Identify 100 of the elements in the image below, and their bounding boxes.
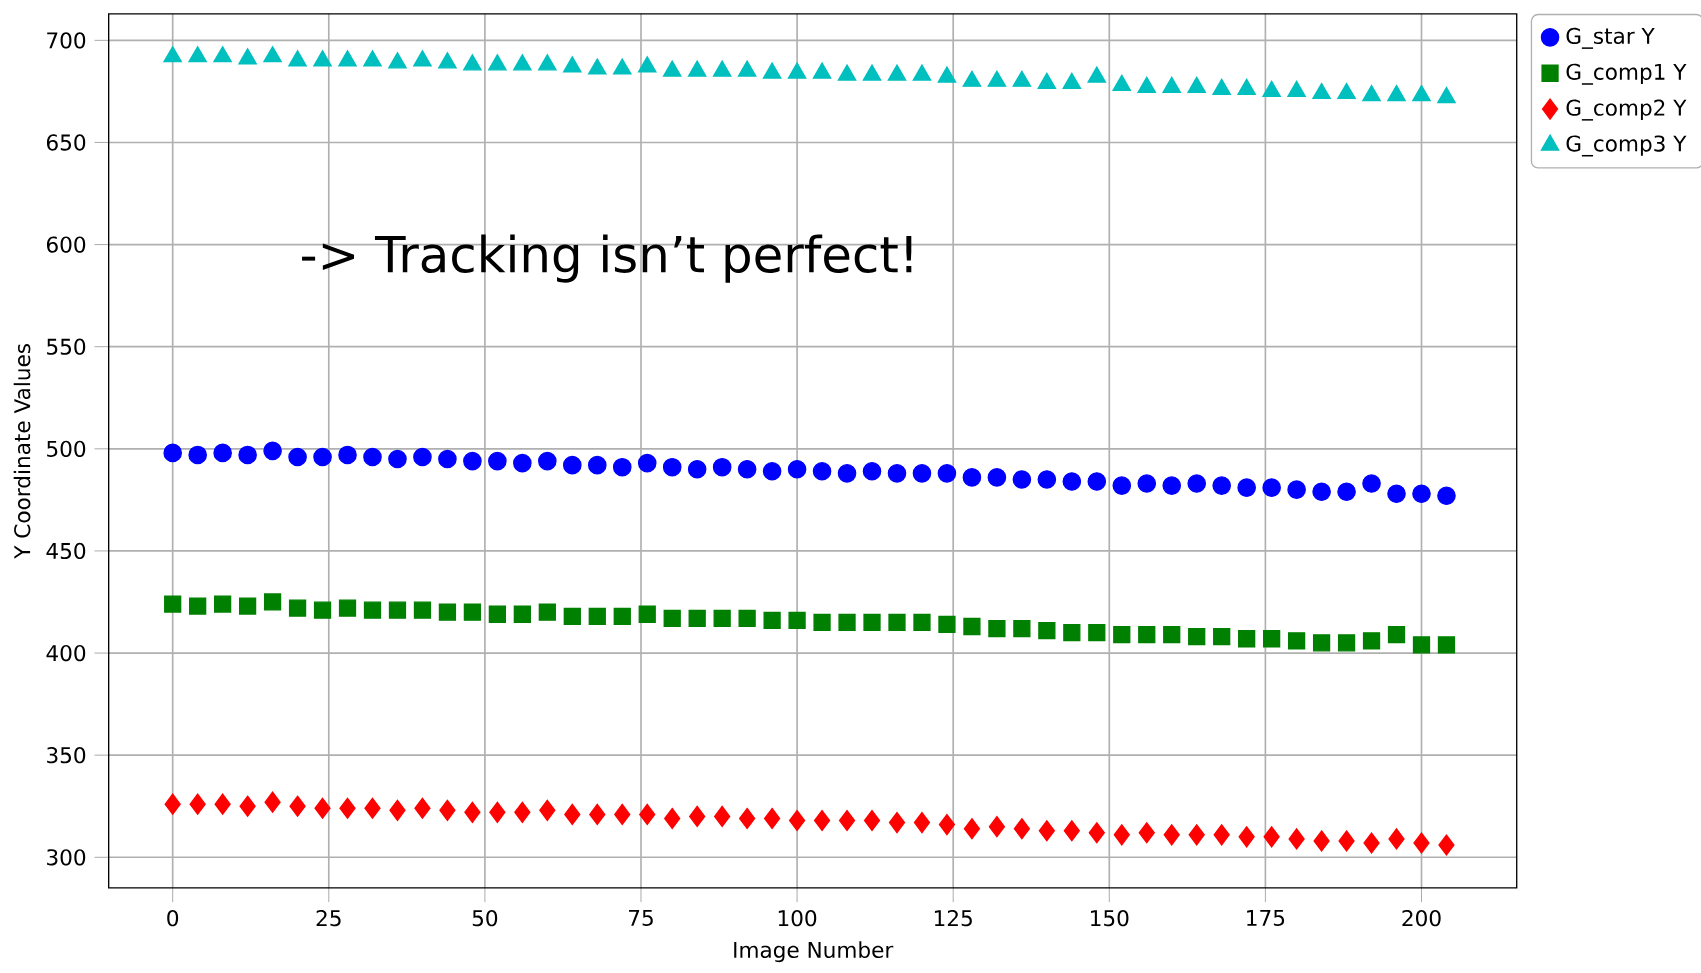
point <box>1113 824 1130 846</box>
point <box>1413 832 1430 854</box>
point <box>713 609 731 627</box>
point <box>888 811 906 834</box>
point <box>1337 634 1356 652</box>
point <box>188 46 207 63</box>
y-tick-label: 400 <box>46 644 86 662</box>
point <box>513 453 532 473</box>
point <box>787 62 807 79</box>
point <box>1138 626 1156 644</box>
point <box>313 447 332 467</box>
point <box>538 603 556 621</box>
point <box>464 801 481 824</box>
legend-label: G_comp3 Y <box>1566 135 1687 157</box>
point <box>1362 632 1381 650</box>
point <box>538 451 557 471</box>
point <box>163 46 182 63</box>
point <box>637 453 657 473</box>
point <box>338 50 357 67</box>
point <box>838 809 856 832</box>
point <box>1438 834 1455 856</box>
point <box>1387 84 1406 102</box>
point <box>1087 472 1107 491</box>
point <box>363 50 382 67</box>
point <box>339 797 356 819</box>
point <box>288 599 307 617</box>
point <box>963 818 981 840</box>
point <box>1262 80 1281 98</box>
point <box>563 56 582 73</box>
legend-label: G_comp2 Y <box>1566 99 1687 121</box>
point <box>1112 476 1132 495</box>
point <box>263 593 282 611</box>
point <box>1187 76 1206 93</box>
point <box>1312 634 1331 652</box>
point <box>1137 474 1157 493</box>
point <box>313 601 332 619</box>
point <box>1013 619 1031 638</box>
point <box>639 803 656 826</box>
point <box>1162 76 1182 93</box>
point <box>862 64 882 81</box>
point <box>1238 630 1256 648</box>
point <box>763 807 781 830</box>
y-tick-label: 300 <box>47 849 86 866</box>
point <box>413 50 432 67</box>
point <box>1063 820 1080 842</box>
point <box>1087 66 1107 83</box>
point <box>812 462 832 481</box>
x-tick-label: 25 <box>316 910 341 927</box>
point <box>1287 480 1306 499</box>
point <box>613 607 631 625</box>
point <box>1237 78 1256 96</box>
point <box>813 613 831 632</box>
point <box>1063 624 1081 642</box>
point <box>513 54 532 71</box>
point <box>1338 830 1355 852</box>
point <box>1362 474 1381 493</box>
point <box>463 603 482 621</box>
point <box>712 60 732 77</box>
point <box>1137 76 1157 93</box>
point <box>238 445 257 465</box>
point <box>1013 818 1031 840</box>
point <box>564 803 581 826</box>
point <box>1437 486 1456 506</box>
point <box>1012 70 1032 87</box>
point <box>1162 476 1182 495</box>
point <box>762 62 782 79</box>
point <box>1288 828 1305 850</box>
point <box>463 54 482 71</box>
point <box>963 617 981 636</box>
point <box>689 805 706 828</box>
point <box>738 807 756 830</box>
point <box>738 609 756 627</box>
point <box>488 451 507 471</box>
point <box>887 464 907 483</box>
point <box>888 613 906 632</box>
point <box>662 457 682 477</box>
point <box>1312 482 1331 502</box>
point <box>338 445 357 465</box>
point <box>1213 628 1231 646</box>
point <box>463 451 482 471</box>
y-tick-label: 500 <box>47 440 86 458</box>
point <box>612 58 632 75</box>
point <box>737 60 757 77</box>
point <box>363 601 382 619</box>
point <box>1337 82 1356 100</box>
point <box>388 52 407 69</box>
point <box>787 459 807 479</box>
x-axis-title: Image Number <box>734 941 894 963</box>
x-tick-label: 200 <box>1402 910 1441 927</box>
point <box>1362 84 1381 102</box>
point <box>912 64 932 81</box>
point <box>1287 632 1306 650</box>
point <box>414 797 431 819</box>
point <box>1037 72 1057 89</box>
point <box>1287 80 1306 98</box>
point <box>837 464 857 483</box>
point <box>1188 824 1205 846</box>
point <box>289 795 306 817</box>
y-tick-label: 700 <box>47 32 86 49</box>
point <box>562 455 582 475</box>
